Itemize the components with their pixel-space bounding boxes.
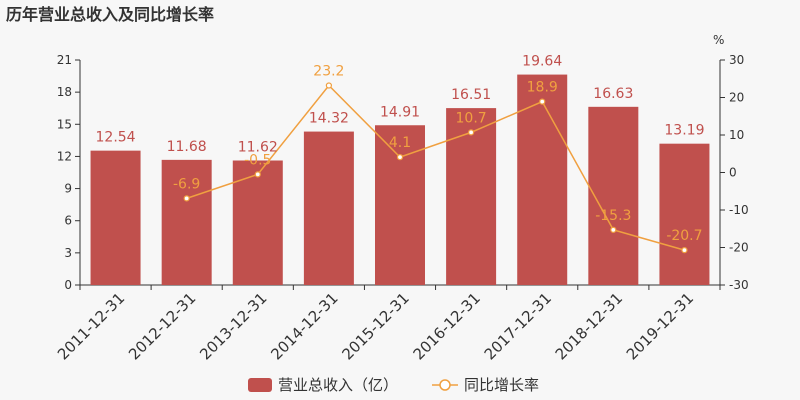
growth-point (539, 98, 546, 105)
x-tick-labels: 2011-12-312012-12-312013-12-312014-12-31… (54, 289, 697, 363)
x-tick-label: 2018-12-31 (552, 289, 626, 363)
growth-value-label: -15.3 (595, 208, 631, 224)
y-right-tick-label: 20 (729, 91, 744, 105)
y-left-tick-label: 3 (64, 246, 72, 260)
growth-point (396, 154, 404, 161)
bar-2012-12-31 (161, 159, 212, 285)
growth-value-label: 23.2 (313, 64, 344, 80)
bar-value-label: 19.64 (522, 54, 562, 70)
x-tick-label: 2014-12-31 (267, 289, 341, 363)
x-tick-label: 2017-12-31 (481, 289, 555, 363)
growth-line (183, 82, 688, 254)
growth-point (183, 195, 190, 202)
y-right-tick-label: -20 (729, 241, 749, 255)
bar-2019-12-31 (659, 143, 710, 285)
bar-value-label: 16.63 (593, 86, 633, 102)
legend-label-revenue: 营业总收入（亿） (278, 376, 398, 394)
growth-value-label: 4.1 (389, 135, 411, 151)
growth-value-label: -20.7 (666, 228, 702, 244)
y-right-tick-label: -10 (729, 203, 749, 217)
y-left-tick-label: 12 (57, 149, 72, 163)
y-right-tick-label: 0 (729, 166, 737, 180)
y-left-tick-label: 6 (64, 214, 72, 228)
bar-value-label: 14.32 (309, 111, 349, 127)
legend-marker-growth (439, 379, 451, 391)
legend-label-growth: 同比增长率 (464, 376, 539, 394)
right-axis-unit: % (713, 33, 724, 47)
x-tick-label: 2013-12-31 (196, 289, 270, 363)
growth-point (610, 226, 617, 233)
y-left-tick-label: 9 (64, 182, 72, 196)
bar-2014-12-31 (303, 131, 354, 285)
bar-value-label: 14.91 (380, 104, 420, 120)
x-tick-label: 2011-12-31 (54, 289, 128, 363)
y-right-tick-label: -30 (729, 278, 749, 292)
x-tick-label: 2012-12-31 (125, 289, 199, 363)
bar-value-label: 11.62 (238, 140, 278, 156)
y-right-tick-label: 30 (729, 53, 744, 67)
legend-swatch-revenue (248, 378, 272, 392)
y-left-tick-label: 21 (57, 53, 72, 67)
legend: 营业总收入（亿） 同比增长率 (248, 376, 539, 394)
growth-point (468, 129, 475, 136)
growth-value-label: 10.7 (456, 110, 487, 126)
y-right-tick-label: 10 (729, 128, 744, 142)
growth-point (254, 171, 261, 178)
growth-value-label: -0.5 (244, 152, 271, 168)
bar-value-label: 13.19 (664, 123, 704, 139)
y-left-tick-label: 0 (64, 278, 72, 292)
x-tick-label: 2016-12-31 (410, 289, 484, 363)
growth-value-label: 18.9 (527, 80, 558, 96)
data-labels: 12.54 11.68 11.62 14.32 14.91 16.51 19.64 16.63… (96, 54, 705, 245)
bar-2011-12-31 (90, 150, 141, 285)
bar-2018-12-31 (588, 106, 639, 285)
bar-value-label: 11.68 (167, 139, 207, 155)
bar-2013-12-31 (232, 160, 283, 285)
growth-point (325, 82, 332, 89)
y-left-tick-label: 18 (57, 85, 72, 99)
growth-line-path (186, 84, 685, 251)
growth-value-label: -6.9 (173, 176, 200, 192)
x-tick-label: 2019-12-31 (623, 289, 697, 363)
bars (90, 74, 710, 285)
growth-point (681, 247, 688, 254)
bar-2017-12-31 (517, 74, 568, 285)
y-left-tick-label: 15 (57, 117, 72, 131)
x-tick-label: 2015-12-31 (338, 289, 412, 363)
bar-value-label: 12.54 (96, 130, 136, 146)
chart-title: 历年营业总收入及同比增长率 (6, 5, 214, 24)
bar-value-label: 16.51 (451, 87, 491, 103)
